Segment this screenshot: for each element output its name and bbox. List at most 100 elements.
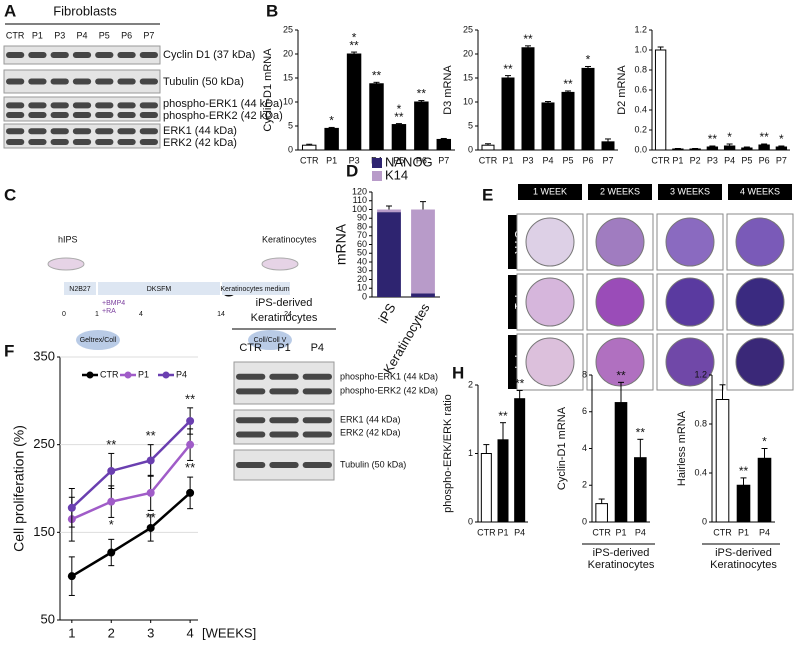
stained-well [595, 217, 645, 267]
band [139, 112, 158, 118]
band [6, 102, 25, 109]
series-line [70, 420, 191, 509]
significance: ** [759, 130, 769, 144]
lane-label: P3 [54, 30, 65, 40]
bar [414, 101, 429, 151]
y-tick-label: 50 [357, 248, 367, 258]
x-tick-label: 4 [186, 625, 193, 640]
band-label: ERK2 (42 kDa) [163, 137, 237, 149]
lane-label: CTR [6, 30, 25, 40]
band [72, 102, 92, 109]
legend-label: K14 [385, 167, 408, 182]
bar [581, 67, 595, 151]
coating-label: Geltrex/Coll [80, 337, 117, 344]
coating [248, 330, 292, 350]
y-tick-label: 100 [352, 204, 367, 214]
significance: * [352, 30, 357, 44]
y-tick-label: 1 [468, 448, 473, 458]
x-tick-label: P3 [707, 155, 718, 165]
band [50, 52, 69, 58]
stage: DKSFM [147, 286, 172, 293]
lane-label: P6 [121, 30, 132, 40]
lane-label: P1 [277, 342, 290, 354]
legend-marker [162, 371, 170, 379]
timeline [64, 282, 290, 295]
y-tick-label: 6 [582, 406, 587, 416]
band [95, 52, 114, 58]
y-tick-label: 5 [468, 120, 473, 130]
day: 4 [139, 311, 143, 318]
significance: ** [563, 77, 573, 91]
band [28, 112, 47, 118]
stained-well [735, 217, 785, 267]
band [95, 102, 114, 109]
bar [481, 144, 495, 151]
point [146, 456, 155, 465]
x-tick-label: P6 [759, 155, 770, 165]
panel-label: E [482, 185, 493, 204]
bar [706, 146, 719, 151]
point [67, 503, 76, 512]
y-axis-label: Cell proliferation (%) [11, 425, 27, 552]
blot-title: iPS-derived [256, 297, 313, 309]
lane-label: P4 [311, 342, 324, 354]
y-tick-label: 0 [362, 291, 367, 301]
bar [715, 399, 730, 523]
x-axis-label: [WEEKS] [202, 625, 256, 640]
band [72, 139, 92, 145]
y-axis-label: phospho-ERK/ERK ratio [442, 394, 454, 513]
legend-marker [124, 371, 132, 379]
y-tick-label: 30 [357, 265, 367, 275]
band [50, 139, 69, 145]
bar [614, 402, 628, 523]
significance: ** [503, 62, 513, 76]
y-tick-label: 20 [463, 48, 473, 58]
band [50, 112, 69, 118]
y-tick-label: 2 [582, 480, 587, 490]
bar [723, 145, 736, 151]
bar [436, 138, 452, 151]
stained-well [665, 217, 715, 267]
panel-label: B [266, 1, 278, 20]
start-label: hIPS [58, 234, 78, 244]
band [302, 373, 332, 380]
legend-marker [86, 371, 94, 379]
column-header [588, 184, 652, 200]
significance: * [779, 132, 784, 146]
band [6, 78, 25, 85]
bar-segment [411, 293, 435, 297]
legend-label: CTR [100, 369, 119, 379]
legend-label: P4 [176, 369, 187, 379]
x-tick-label: P1 [738, 527, 749, 537]
stained-well [525, 217, 575, 267]
y-tick-label: 60 [357, 239, 367, 249]
band [50, 128, 69, 135]
band [302, 462, 332, 468]
band [6, 128, 25, 135]
x-tick-label: CTR [479, 155, 498, 165]
x-tick-label: P4 [724, 155, 735, 165]
bar [501, 77, 515, 151]
y-tick-label: 120 [352, 186, 367, 196]
point [146, 488, 155, 497]
y-tick-label: 150 [33, 524, 55, 539]
bar [634, 457, 647, 523]
band [117, 139, 136, 145]
band [28, 128, 47, 135]
x-tick-label: CTR [477, 527, 496, 537]
stage: N2B27 [69, 286, 91, 293]
significance: ** [185, 391, 195, 406]
x-tick-label: P2 [690, 155, 701, 165]
y-tick-label: 80 [357, 221, 367, 231]
significance: ** [616, 369, 626, 383]
y-tick-label: 5 [288, 120, 293, 130]
band [28, 52, 47, 58]
band [50, 78, 69, 85]
x-tick-label: P6 [416, 155, 427, 165]
y-axis-label: Hairless mRNA [676, 410, 688, 486]
x-tick-label: P5 [741, 155, 752, 165]
significance: * [329, 114, 334, 128]
lane-label: P1 [32, 30, 43, 40]
x-tick-label: iPS [375, 300, 398, 325]
band [6, 139, 25, 145]
